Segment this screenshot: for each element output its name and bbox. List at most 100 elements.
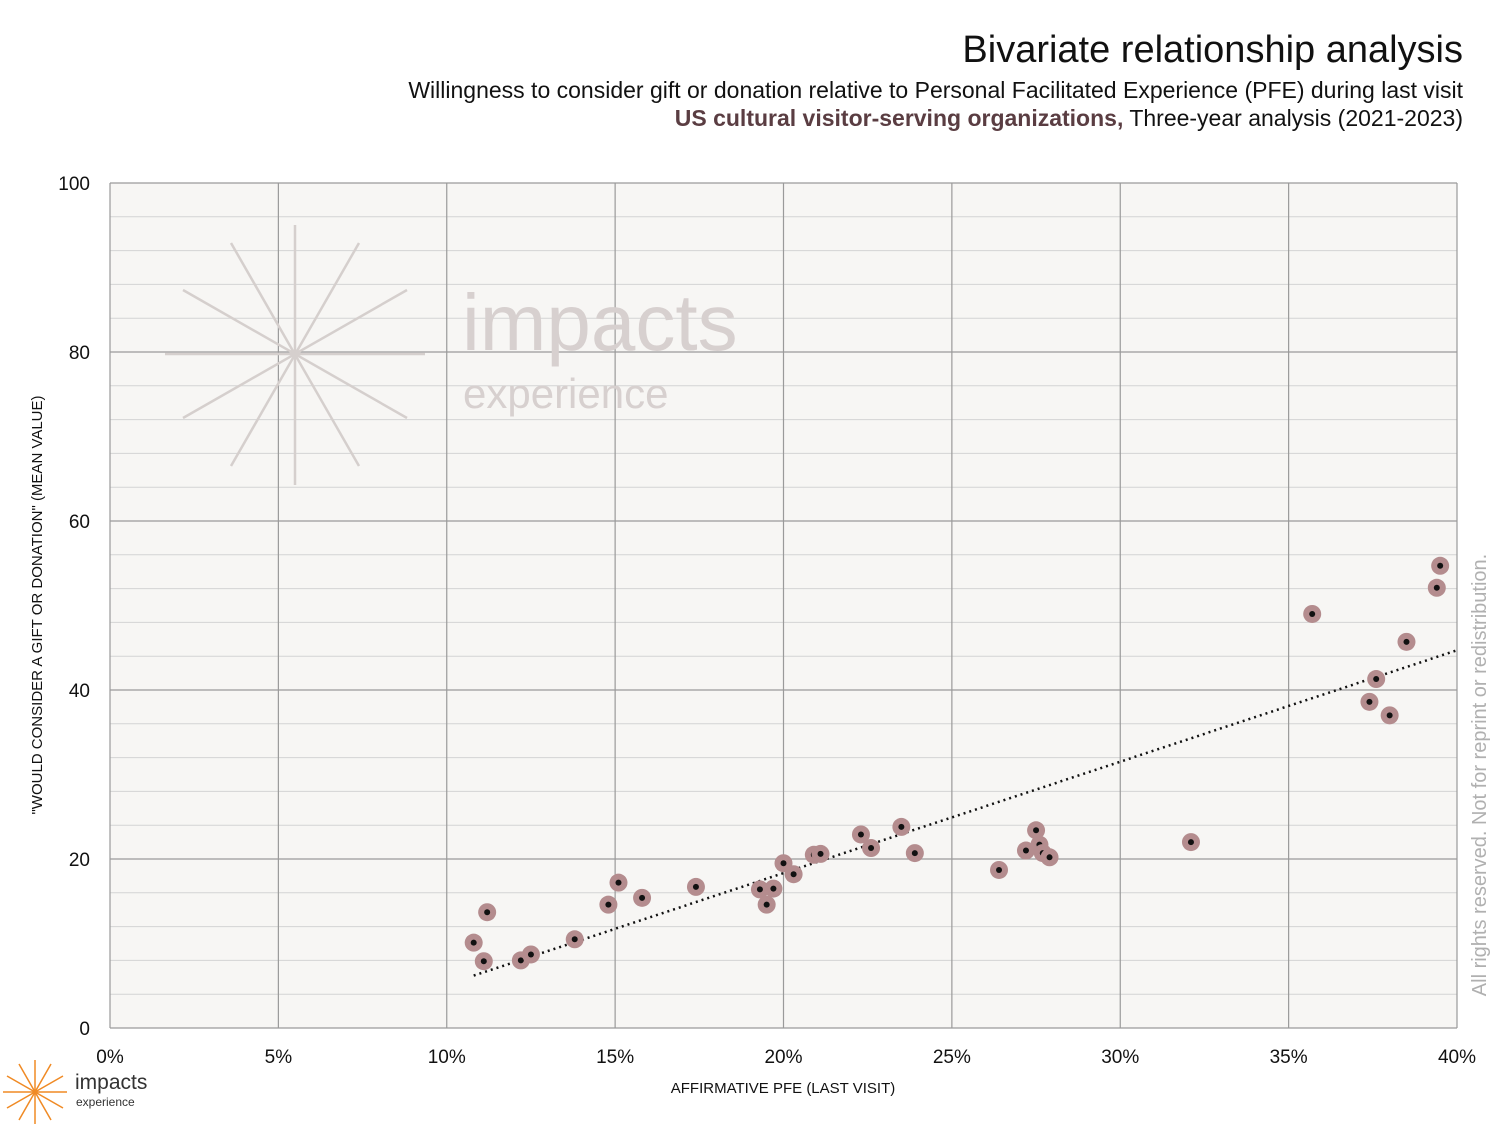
period-label: Three-year analysis (2021-2023) [1123,105,1463,131]
data-point-center [517,957,524,964]
rights-notice: All rights reserved. Not for reprint or … [1469,554,1491,996]
watermark-text-impacts: impacts [462,278,738,367]
logo-text-impacts: impacts [75,1071,148,1094]
data-point-center [1437,562,1444,569]
data-point [1181,833,1200,852]
trend-line [473,649,1458,977]
data-point-center [1403,638,1410,645]
y-axis-ticks: 0 20 40 60 80 100 [58,174,90,1040]
y-axis-title: "WOULD CONSIDER A GIFT OR DONATION" (MEA… [29,395,46,814]
data-point-center [817,850,824,857]
data-point [851,825,870,844]
x-tick-label: 15% [596,1047,634,1068]
x-tick-label: 35% [1270,1047,1308,1068]
data-point-center [615,879,622,886]
data-point [1431,556,1450,575]
data-point-center [790,871,797,878]
data-point-center [898,823,905,830]
data-point [750,880,769,899]
watermark-text-experience: experience [463,370,668,417]
data-point-center [868,845,875,852]
chart-header: Bivariate relationship analysis Willingn… [408,26,1463,132]
y-tick-label: 20 [69,850,90,871]
data-point [1303,604,1322,623]
data-point-center [911,850,918,857]
data-point [784,865,803,884]
data-point-center [605,901,612,908]
data-point [1427,578,1446,597]
data-point [1027,821,1046,840]
watermark-logo: impacts experience [165,225,738,485]
chart-scope: US cultural visitor-serving organization… [408,104,1463,132]
data-point-center [1386,712,1393,719]
data-point-center [1366,698,1373,705]
x-tick-label: 5% [265,1047,293,1068]
data-point [905,844,924,863]
data-point-center [756,886,763,893]
data-point-center [780,860,787,867]
data-point-center [1309,610,1316,617]
chart-subtitle: Willingness to consider gift or donation… [408,77,1463,103]
data-point-center [1433,584,1440,591]
data-point [764,879,783,898]
data-point-center [857,831,864,838]
gridlines [109,182,1458,1029]
x-tick-label: 40% [1438,1047,1476,1068]
data-point-center [996,866,1003,873]
data-point-center [763,901,770,908]
data-point [521,945,540,964]
data-point-center [1022,847,1029,854]
data-point-center [692,883,699,890]
data-point-center [1187,839,1194,846]
data-point [633,888,652,907]
y-tick-label: 80 [69,343,90,364]
x-tick-label: 0% [96,1047,124,1068]
data-point-center [480,958,487,965]
data-point [478,903,497,922]
data-point [1016,841,1035,860]
data-point-center [470,939,477,946]
x-tick-label: 25% [933,1047,971,1068]
y-tick-label: 40 [69,681,90,702]
x-tick-label: 30% [1101,1047,1139,1068]
data-point [1397,632,1416,651]
data-point [811,844,830,863]
org-label: US cultural visitor-serving organization… [674,105,1124,131]
logo-text-experience: experience [76,1095,135,1109]
x-tick-label: 10% [428,1047,466,1068]
data-point [757,895,776,914]
data-point [599,895,618,914]
x-tick-label: 20% [764,1047,802,1068]
sunburst-logo-icon [3,1060,67,1124]
data-point [1380,706,1399,725]
data-point [686,877,705,896]
data-point [464,933,483,952]
data-point-center [1373,676,1380,683]
data-point-center [770,885,777,892]
x-axis-title: AFFIRMATIVE PFE (LAST VISIT) [671,1080,895,1097]
sunburst-watermark-icon [165,225,425,485]
data-point [609,873,628,892]
data-point [1367,670,1386,689]
chart-title: Bivariate relationship analysis [962,29,1463,71]
data-point-center [527,951,534,958]
x-axis-ticks: 0% 5% 10% 15% 20% 25% 30% 35% 40% [96,1047,1476,1068]
data-point [990,860,1009,879]
data-points [464,556,1450,971]
data-point [1040,848,1059,867]
impacts-logo [3,1060,67,1124]
data-point [862,839,881,858]
data-point [1360,692,1379,711]
y-tick-label: 100 [58,174,90,195]
data-point-center [639,894,646,901]
data-point-center [1033,827,1040,834]
data-point-center [1046,854,1053,861]
data-point [565,930,584,949]
y-tick-label: 60 [69,512,90,533]
y-tick-label: 0 [79,1019,90,1040]
data-point [474,952,493,971]
data-point-center [571,936,578,943]
data-point-center [484,909,491,916]
data-point [892,817,911,836]
